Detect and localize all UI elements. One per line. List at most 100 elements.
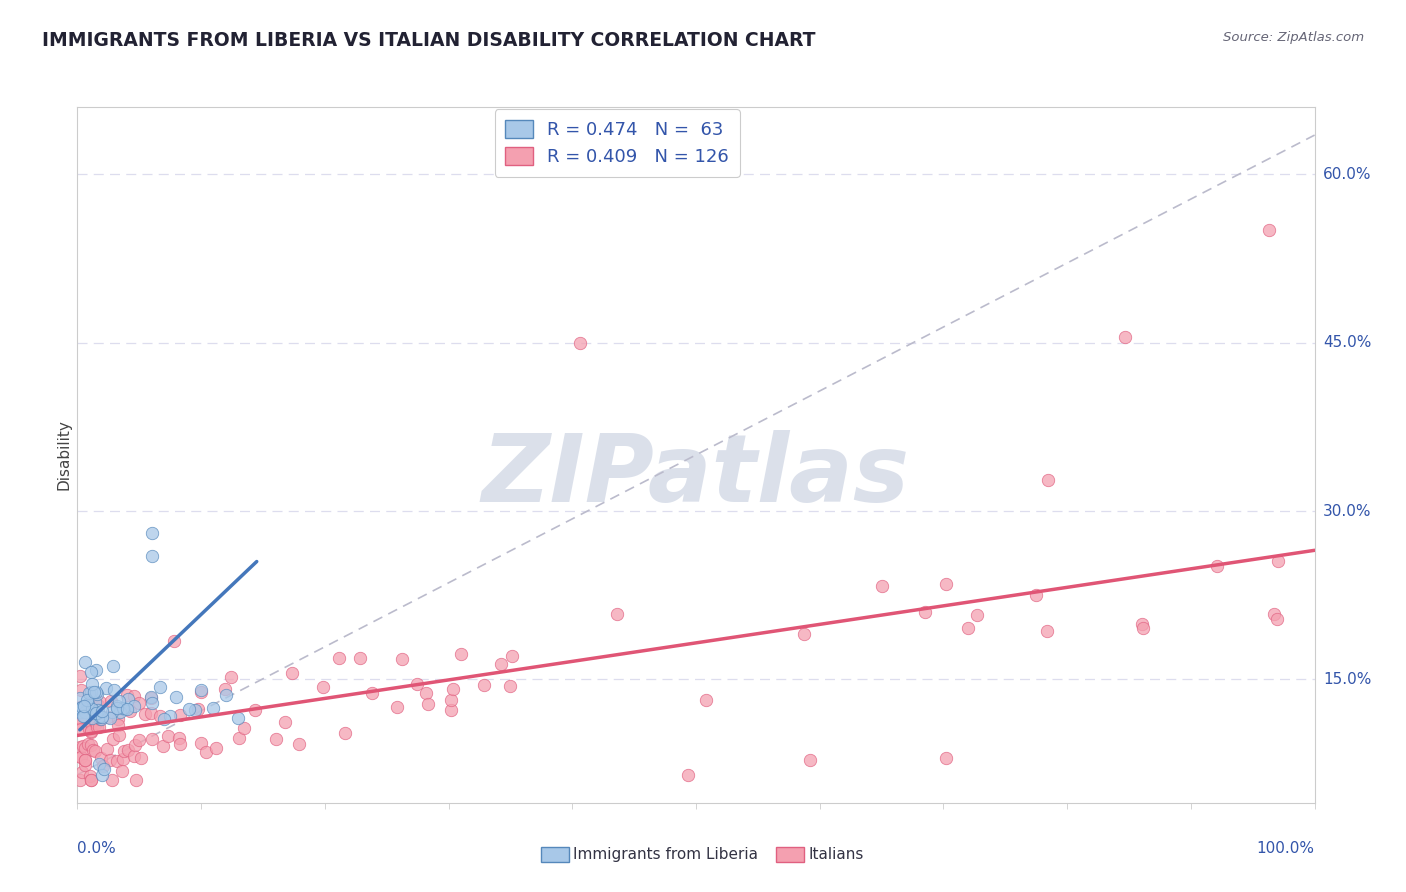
Point	[799, 753, 821, 767]
Point	[79, 723, 101, 737]
Point	[70, 749, 93, 764]
Point	[153, 712, 176, 726]
Point	[501, 649, 523, 664]
Point	[115, 688, 138, 702]
Point	[100, 705, 122, 719]
Text: IMMIGRANTS FROM LIBERIA VS ITALIAN DISABILITY CORRELATION CHART: IMMIGRANTS FROM LIBERIA VS ITALIAN DISAB…	[42, 31, 815, 50]
Point	[162, 634, 184, 648]
Point	[115, 702, 138, 716]
Point	[69, 716, 91, 731]
Point	[169, 708, 191, 723]
Point	[117, 692, 139, 706]
Point	[361, 685, 384, 699]
Point	[80, 711, 103, 725]
Point	[141, 696, 163, 710]
Text: 100.0%: 100.0%	[1257, 841, 1315, 856]
Point	[152, 739, 174, 753]
Point	[1114, 330, 1136, 344]
Point	[110, 705, 132, 719]
Point	[86, 687, 108, 701]
Point	[80, 690, 103, 704]
Text: 45.0%: 45.0%	[1323, 335, 1371, 351]
FancyBboxPatch shape	[541, 847, 568, 862]
Point	[440, 693, 463, 707]
Point	[91, 704, 114, 718]
Point	[349, 650, 371, 665]
Point	[69, 669, 91, 683]
Point	[1132, 622, 1154, 636]
Point	[112, 702, 135, 716]
Point	[141, 549, 163, 563]
Point	[128, 733, 150, 747]
Point	[84, 684, 107, 698]
Point	[204, 741, 226, 756]
Point	[76, 692, 98, 706]
Point	[141, 706, 163, 720]
Point	[606, 607, 628, 622]
Point	[202, 701, 225, 715]
Point	[122, 690, 145, 704]
Point	[97, 710, 120, 724]
Point	[69, 706, 91, 720]
Point	[69, 773, 91, 788]
Point	[499, 679, 522, 693]
Point	[86, 706, 108, 721]
Point	[228, 731, 250, 745]
Point	[914, 605, 936, 619]
Point	[124, 738, 146, 752]
Point	[89, 709, 111, 723]
Point	[385, 700, 408, 714]
Point	[101, 659, 124, 673]
Point	[935, 577, 957, 591]
Point	[190, 685, 212, 699]
Point	[108, 727, 131, 741]
Point	[1265, 612, 1288, 626]
Text: Source: ZipAtlas.com: Source: ZipAtlas.com	[1223, 31, 1364, 45]
Point	[90, 751, 112, 765]
Point	[89, 721, 111, 735]
Point	[100, 693, 122, 707]
Point	[73, 655, 96, 669]
Point	[72, 739, 94, 754]
Point	[167, 731, 190, 745]
Point	[415, 686, 437, 700]
Point	[149, 680, 172, 694]
Point	[79, 769, 101, 783]
Point	[80, 773, 103, 788]
Point	[73, 752, 96, 766]
Point	[108, 693, 131, 707]
Point	[80, 685, 103, 699]
Point	[100, 773, 122, 788]
Point	[87, 703, 110, 717]
Point	[441, 682, 464, 697]
Point	[177, 702, 200, 716]
Point	[872, 579, 894, 593]
Point	[472, 678, 495, 692]
Point	[122, 748, 145, 763]
Point	[80, 676, 103, 690]
Point	[80, 773, 103, 788]
Point	[195, 745, 218, 759]
Point	[233, 722, 256, 736]
Point	[214, 681, 236, 696]
Point	[190, 682, 212, 697]
Point	[1267, 553, 1289, 567]
Point	[80, 665, 103, 679]
Point	[966, 608, 988, 623]
Point	[75, 741, 97, 756]
Point	[80, 723, 103, 738]
Point	[75, 706, 97, 720]
Point	[169, 737, 191, 751]
Point	[165, 690, 187, 704]
Point	[98, 753, 121, 767]
Point	[149, 708, 172, 723]
Text: 30.0%: 30.0%	[1323, 503, 1371, 518]
Text: Immigrants from Liberia: Immigrants from Liberia	[574, 847, 758, 862]
Point	[69, 702, 91, 716]
Point	[82, 743, 104, 757]
Point	[86, 715, 108, 730]
Point	[1025, 588, 1047, 602]
Point	[935, 751, 957, 765]
Point	[69, 701, 91, 715]
Point	[112, 751, 135, 765]
